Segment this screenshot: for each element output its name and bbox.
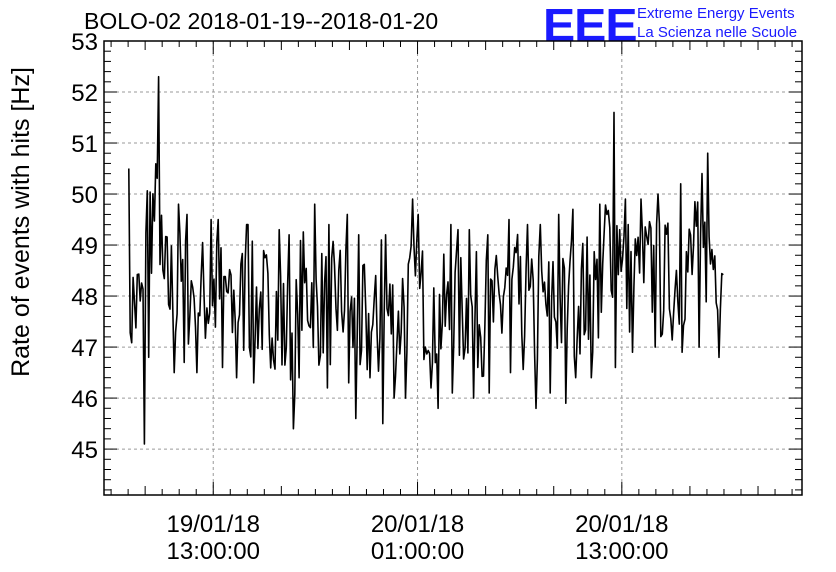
eee-logo-text: Extreme Energy Events La Scienza nelle S… bbox=[637, 4, 797, 42]
y-tick-label: 45 bbox=[71, 437, 98, 464]
x-tick-date: 19/01/18 bbox=[167, 511, 260, 538]
x-tick-time: 13:00:00 bbox=[575, 538, 668, 565]
x-tick-time: 13:00:00 bbox=[167, 538, 260, 565]
y-tick-label: 49 bbox=[71, 233, 98, 260]
y-tick-label: 46 bbox=[71, 386, 98, 413]
chart-title: BOLO-02 2018-01-19--2018-01-20 bbox=[84, 8, 439, 34]
logo-line-2: La Scienza nelle Scuole bbox=[637, 24, 798, 41]
series-line bbox=[128, 75, 724, 445]
y-tick-label: 53 bbox=[71, 29, 98, 56]
x-tick-time: 01:00:00 bbox=[371, 538, 464, 565]
y-tick-label: 52 bbox=[71, 80, 98, 107]
logo-line-1: Extreme Energy Events bbox=[637, 5, 795, 22]
y-axis-label: Rate of events with hits [Hz] bbox=[7, 67, 35, 377]
y-tick-label: 48 bbox=[71, 284, 98, 311]
plot-frame bbox=[103, 40, 803, 496]
x-tick-date: 20/01/18 bbox=[575, 511, 668, 538]
y-tick-label: 47 bbox=[71, 335, 98, 362]
y-tick-label: 51 bbox=[71, 131, 98, 158]
y-tick-label: 50 bbox=[71, 182, 98, 209]
x-tick-date: 20/01/18 bbox=[371, 511, 464, 538]
